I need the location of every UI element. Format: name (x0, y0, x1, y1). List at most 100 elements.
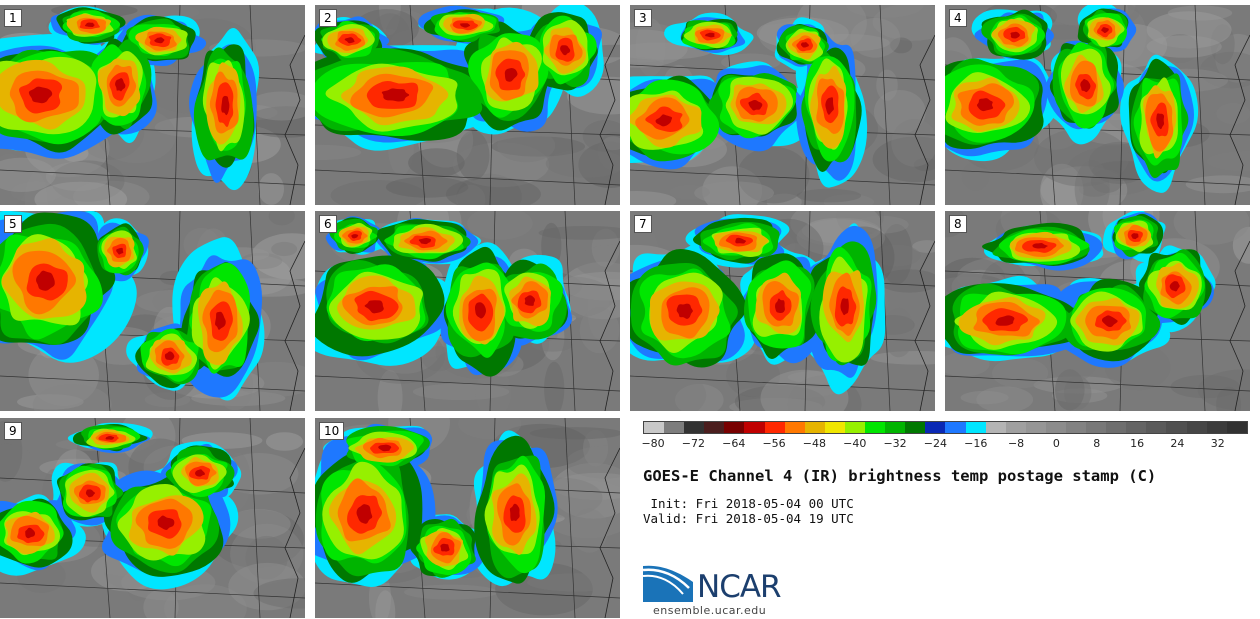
stamp-panel-10: 10 (315, 418, 620, 618)
terrain-shading (976, 386, 1034, 411)
panel-label: 1 (4, 9, 22, 27)
state-boundary (945, 375, 1250, 392)
state-boundary (249, 418, 261, 618)
terrain-shading (961, 161, 990, 191)
panel-label: 5 (4, 215, 22, 233)
colorbar-tick-label: −48 (802, 437, 827, 450)
ir-map-1 (0, 5, 305, 205)
terrain-shading (247, 91, 305, 121)
cloud-top-contour (1156, 113, 1165, 130)
terrain-shading (1074, 160, 1110, 205)
terrain-shading (544, 361, 565, 411)
terrain-shading (992, 357, 1049, 389)
terrain-shading (385, 176, 469, 198)
cloud-top-contour (995, 315, 1015, 326)
colorbar-segment (965, 422, 986, 433)
cloud-top-contour (1032, 242, 1048, 249)
terrain-shading (1146, 11, 1232, 49)
cloud-top-contour (115, 78, 126, 92)
terrain-shading (738, 385, 836, 399)
terrain-shading (0, 157, 56, 192)
cloud-top-contour (195, 469, 205, 477)
cloud-top-contour (1101, 315, 1118, 328)
terrain-shading (143, 589, 179, 618)
terrain-shading (1210, 24, 1235, 65)
terrain-shading (271, 241, 298, 257)
terrain-shading (72, 180, 150, 205)
cloud-top-contour (440, 543, 450, 552)
terrain-shading (1173, 211, 1250, 245)
terrain-shading (32, 384, 112, 411)
panel-label: 9 (4, 422, 22, 440)
colorbar-segment (985, 422, 1006, 433)
terrain-shading (151, 53, 175, 113)
terrain-shading (412, 383, 510, 401)
terrain-shading (760, 369, 849, 411)
terrain-shading (265, 432, 304, 451)
cloud-top-contour (344, 37, 355, 44)
colorbar-ticks: −80 −72 −64 −56 −48 −40 −32 −24 −16 −8 0 8 16 24 32 (641, 437, 1248, 453)
cloud-top-contour (356, 504, 373, 524)
colorbar-segment (824, 422, 845, 433)
terrain-shading (0, 153, 27, 205)
colorbar-segment (684, 422, 705, 433)
terrain-shading (491, 136, 585, 157)
state-boundary (315, 375, 620, 392)
cloud-top-contour (154, 37, 165, 44)
terrain-shading (378, 5, 401, 36)
terrain-shading (591, 228, 620, 268)
terrain-shading (597, 131, 620, 172)
state-boundary (1194, 5, 1206, 205)
cloud-top-contour (105, 436, 115, 440)
colorbar-tick-label: −8 (1007, 437, 1025, 450)
terrain-shading (1040, 163, 1084, 205)
stamp-panel-9: 9 (0, 418, 305, 618)
terrain-shading (729, 398, 823, 411)
colorbar-tick-label: −56 (762, 437, 786, 450)
terrain-shading (602, 136, 620, 151)
colorbar-tick-label: 8 (1093, 437, 1101, 450)
terrain-shading (694, 181, 774, 205)
terrain-shading (726, 354, 780, 398)
cloud-top-contour (85, 489, 96, 498)
terrain-shading (552, 472, 620, 500)
terrain-shading (0, 443, 40, 504)
terrain-shading (497, 128, 556, 163)
cloud-top-contour (735, 237, 747, 244)
terrain-shading (1185, 175, 1250, 194)
colorbar-segment (1106, 422, 1127, 433)
cloud-top-contour (25, 527, 36, 539)
terrain-shading (587, 279, 610, 339)
state-boundary (879, 211, 891, 411)
colorbar-tick-label: −80 (641, 437, 665, 450)
cloud-top-contour (976, 98, 994, 112)
stamp-panel-6: 6 (315, 211, 620, 411)
ir-map-10 (315, 418, 620, 618)
state-boundary (564, 418, 576, 618)
ir-map-5 (0, 211, 305, 411)
ncar-logo-icon (643, 565, 693, 602)
terrain-shading (529, 427, 620, 440)
colorbar-segment (644, 422, 665, 433)
colorbar-segment (1206, 422, 1227, 433)
coastline (1229, 34, 1250, 205)
terrain-shading (578, 141, 620, 188)
panel-label: 8 (949, 215, 967, 233)
terrain-shading (404, 584, 498, 600)
cloud-top-contour (474, 302, 487, 319)
terrain-shading (452, 142, 550, 188)
colorbar-segment (1025, 422, 1046, 433)
panel-label: 4 (949, 9, 967, 27)
ncar-wordmark: NCAR (697, 569, 782, 605)
terrain-shading (872, 244, 921, 267)
terrain-shading (635, 18, 666, 77)
terrain-shading (570, 508, 608, 553)
state-boundary (630, 375, 935, 392)
cloud-top-contour (1101, 27, 1109, 34)
terrain-shading (1161, 34, 1199, 63)
stamp-panel-5: 5 (0, 211, 305, 411)
terrain-shading (1064, 375, 1092, 410)
colorbar-tick-label: −16 (964, 437, 988, 450)
terrain-shading (1170, 374, 1240, 399)
terrain-shading (315, 144, 362, 161)
